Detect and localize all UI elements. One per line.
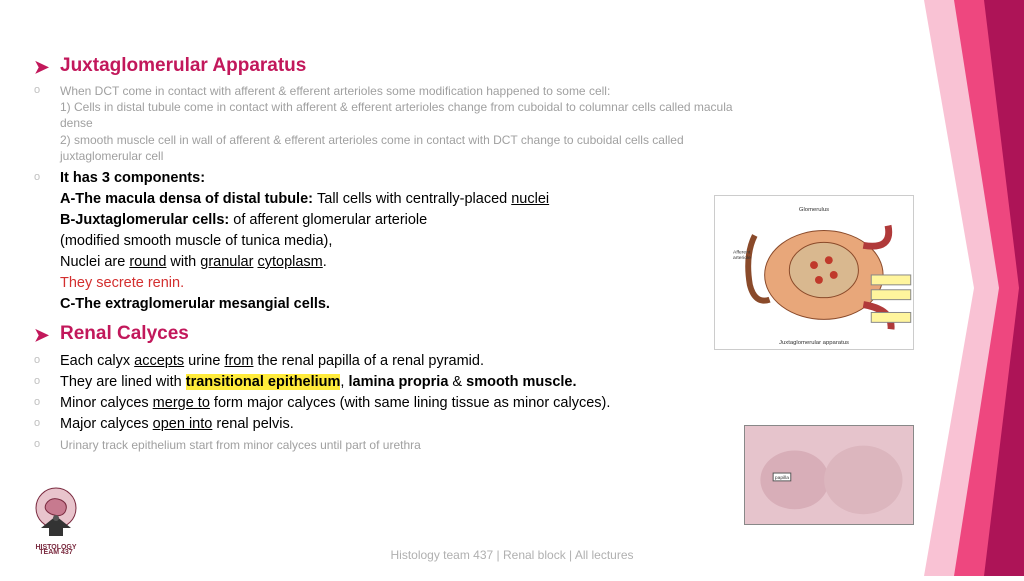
rc2e: &: [448, 374, 466, 390]
rc4a: Major calyces: [60, 416, 153, 432]
rc5: Urinary track epithelium start from mino…: [60, 438, 421, 452]
comp-a-bold: A-The macula densa of distal tubule:: [60, 191, 317, 207]
rc2d: lamina propria: [348, 374, 448, 390]
rc1c: urine: [184, 353, 224, 369]
comp-b-l3a: Nuclei are: [60, 254, 129, 270]
components-head: It has 3 components:: [60, 170, 205, 186]
histology-micrograph-image: papilla: [744, 425, 914, 525]
rc3b: merge to: [153, 395, 210, 411]
rc2f: smooth muscle.: [466, 374, 576, 390]
svg-text:Juxtaglomerular apparatus: Juxtaglomerular apparatus: [779, 340, 849, 346]
renin-text: They secrete renin.: [60, 275, 184, 291]
rc-note: o Urinary track epithelium start from mi…: [60, 437, 740, 453]
rc1a: Each calyx: [60, 353, 134, 369]
rc-line-3: o Minor calyces merge to form major caly…: [60, 393, 740, 414]
heading2-text: Renal Calyces: [60, 323, 189, 344]
glomerulus-diagram-image: Glomerulus Afferent arteriole Juxtaglome…: [714, 195, 914, 350]
rc2a: They are lined with: [60, 374, 186, 390]
comp-b-l3d: granular: [200, 254, 253, 270]
heading1-text: Juxtaglomerular Apparatus: [60, 55, 306, 76]
note1-l2: 1) Cells in distal tubule come in contac…: [60, 100, 733, 130]
comp-a-ul: nuclei: [511, 191, 549, 207]
rc3c: form major calyces (with same lining tis…: [210, 395, 610, 411]
comp-b-text: of afferent glomerular arteriole: [233, 212, 427, 228]
note1-l1: When DCT come in contact with afferent &…: [60, 84, 610, 98]
bullet-circle-icon: o: [34, 83, 40, 98]
bullet-circle-icon: o: [34, 374, 40, 390]
rc1e: the renal papilla of a renal pyramid.: [253, 353, 484, 369]
bullet-circle-icon: o: [34, 395, 40, 411]
rc3a: Minor calyces: [60, 395, 153, 411]
comp-c: C-The extraglomerular mesangial cells.: [60, 296, 330, 312]
rc4c: renal pelvis.: [212, 416, 293, 432]
rc1b: accepts: [134, 353, 184, 369]
footer-text: Histology team 437 | Renal block | All l…: [0, 548, 1024, 562]
comp-b-l3b: round: [129, 254, 166, 270]
rc4b: open into: [153, 416, 213, 432]
rc-line-4: o Major calyces open into renal pelvis.: [60, 414, 740, 435]
rc-line-1: o Each calyx accepts urine from the rena…: [60, 351, 740, 372]
note1-l3: 2) smooth muscle cell in wall of afferen…: [60, 133, 684, 163]
bullet-circle-icon: o: [34, 416, 40, 432]
comp-b-l3c: with: [166, 254, 200, 270]
svg-text:Glomerulus: Glomerulus: [799, 207, 829, 213]
heading-renal-calyces: ➤ Renal Calyces: [60, 323, 740, 345]
rc2b: transitional epithelium: [186, 374, 341, 390]
svg-text:papilla: papilla: [775, 475, 789, 481]
comp-b-l3g: .: [323, 254, 327, 270]
comp-a-text: Tall cells with centrally-placed: [317, 191, 511, 207]
slide-content: ➤ Juxtaglomerular Apparatus o When DCT c…: [60, 55, 740, 457]
bullet-circle-icon: o: [34, 170, 40, 186]
chevron-right-icon: ➤: [34, 57, 49, 78]
chevron-right-icon: ➤: [34, 325, 49, 346]
rc1d: from: [224, 353, 253, 369]
comp-b-l3f: cytoplasm: [257, 254, 322, 270]
heading-juxtaglomerular: ➤ Juxtaglomerular Apparatus: [60, 55, 740, 77]
bullet-circle-icon: o: [34, 353, 40, 369]
bullet-circle-icon: o: [34, 437, 40, 452]
rc-line-2: o They are lined with transitional epith…: [60, 372, 740, 393]
comp-b-l2: (modified smooth muscle of tunica media)…: [60, 233, 332, 249]
svg-text:Afferent: Afferent: [733, 249, 751, 255]
comp-b-bold: B-Juxtaglomerular cells:: [60, 212, 233, 228]
note-block: o When DCT come in contact with afferent…: [60, 83, 740, 164]
components-block: o It has 3 components: A-The macula dens…: [60, 168, 740, 315]
svg-text:arteriole: arteriole: [733, 255, 751, 261]
